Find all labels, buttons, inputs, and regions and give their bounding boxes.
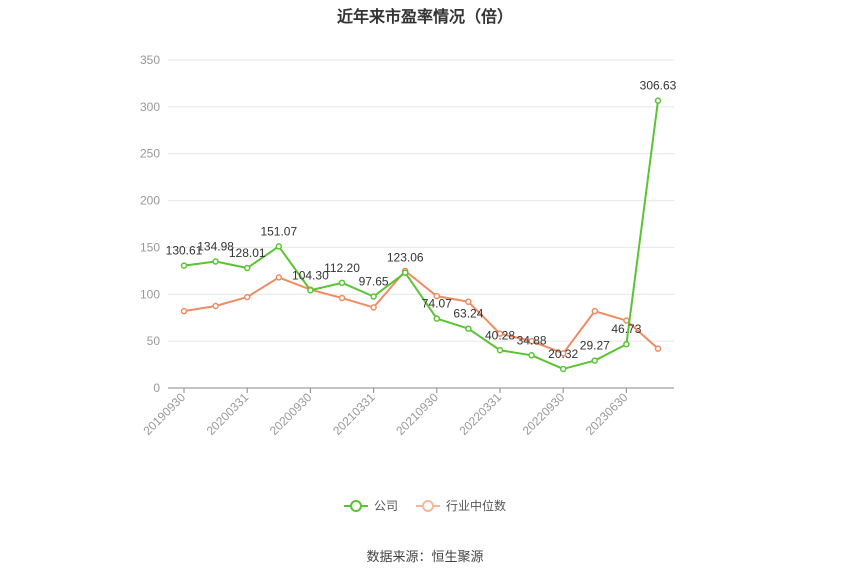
point-industry	[654, 345, 662, 352]
data-label: 63.24	[453, 307, 483, 321]
data-label: 20.32	[548, 347, 578, 361]
legend-label-company: 公司	[373, 499, 398, 513]
data-label: 34.88	[517, 333, 547, 347]
y-tick-label: 0	[153, 381, 160, 395]
legend-label-industry: 行业中位数	[446, 499, 507, 513]
point-company	[528, 352, 535, 359]
point-industry	[275, 274, 283, 281]
chart-title: 近年来市盈率情况（倍）	[336, 7, 513, 26]
x-tick-label: 20230630	[583, 390, 631, 438]
series-line-company	[183, 100, 659, 370]
series-layer	[180, 97, 662, 373]
point-company	[338, 279, 346, 287]
point-industry	[528, 337, 535, 345]
x-tick-label: 20220930	[520, 390, 568, 438]
point-company	[559, 365, 567, 373]
data-label: 29.27	[580, 339, 610, 353]
y-tick-label: 300	[140, 100, 160, 114]
data-label: 128.01	[229, 246, 266, 260]
point-industry	[559, 350, 567, 357]
data-label: 112.20	[324, 261, 360, 275]
point-industry	[180, 307, 188, 315]
point-company	[465, 325, 472, 332]
legend-item-company[interactable]: 公司	[343, 497, 398, 514]
x-tick-label: 20220331	[456, 390, 504, 438]
x-tick-label: 20200930	[267, 390, 315, 438]
x-tick-label: 20200331	[204, 390, 252, 438]
point-company	[401, 269, 409, 276]
data-label: 40.28	[485, 328, 515, 342]
y-tick-label: 150	[140, 240, 160, 254]
data-label: 46.73	[611, 322, 641, 336]
x-tick-label: 20190930	[140, 390, 188, 438]
point-industry	[591, 307, 599, 315]
point-company	[180, 262, 188, 269]
legend-swatch-company	[343, 499, 368, 512]
legend: 公司 行业中位数	[0, 497, 850, 514]
data-label: 104.30	[292, 268, 329, 282]
y-tick-label: 100	[140, 287, 160, 301]
y-tick-label: 200	[140, 194, 160, 208]
point-industry	[496, 330, 504, 337]
point-company	[243, 264, 251, 272]
point-company	[212, 258, 219, 265]
data-label: 130.61	[166, 244, 203, 258]
data-label: 151.07	[260, 224, 297, 238]
point-company	[654, 97, 662, 104]
series-line-industry	[183, 269, 659, 355]
x-tick-label: 20210331	[330, 390, 378, 438]
point-company	[370, 293, 377, 300]
point-company	[307, 287, 314, 294]
y-tick-label: 250	[140, 147, 160, 161]
source-note: 数据来源：恒生聚源	[366, 550, 484, 565]
point-company	[591, 357, 599, 364]
data-label: 123.06	[387, 251, 424, 265]
line-chart: 0 50 100 150 200 250 300 350 20190930 20200331 202…	[140, 53, 677, 438]
point-company	[275, 243, 283, 250]
y-tick-label: 350	[140, 53, 160, 67]
data-label: 74.07	[422, 297, 452, 311]
y-tick-label: 50	[147, 334, 161, 348]
legend-item-industry[interactable]: 行业中位数	[416, 497, 506, 514]
point-industry	[212, 302, 219, 310]
data-label: 97.65	[359, 274, 389, 288]
legend-swatch-industry	[416, 499, 440, 512]
point-company	[433, 315, 441, 322]
point-industry	[370, 304, 377, 311]
point-company	[496, 347, 504, 354]
point-industry	[243, 293, 251, 301]
data-label: 134.98	[197, 240, 234, 254]
point-industry	[338, 294, 346, 302]
point-industry	[465, 298, 472, 306]
data-label: 306.63	[640, 79, 677, 93]
point-industry	[433, 292, 441, 300]
x-tick-label: 20210930	[393, 390, 441, 438]
point-company	[623, 340, 630, 348]
